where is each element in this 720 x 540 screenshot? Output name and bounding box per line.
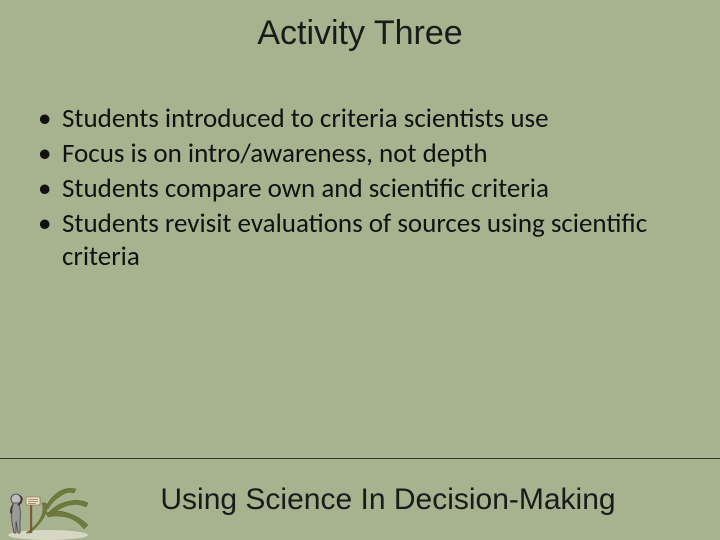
footer-title: Using Science In Decision-Making — [96, 483, 720, 517]
list-item: Students compare own and scientific crit… — [34, 173, 686, 206]
slide: Activity Three Students introduced to cr… — [0, 0, 720, 540]
list-item: Focus is on intro/awareness, not depth — [34, 138, 686, 171]
list-item: Students revisit evaluations of sources … — [34, 208, 686, 274]
decision-tree-icon — [2, 463, 94, 540]
slide-footer: Using Science In Decision-Making — [0, 458, 720, 540]
bullet-list: Students introduced to criteria scientis… — [34, 103, 686, 274]
slide-content: Students introduced to criteria scientis… — [0, 73, 720, 458]
footer-logo — [0, 459, 96, 540]
list-item: Students introduced to criteria scientis… — [34, 103, 686, 136]
slide-title: Activity Three — [0, 0, 720, 73]
